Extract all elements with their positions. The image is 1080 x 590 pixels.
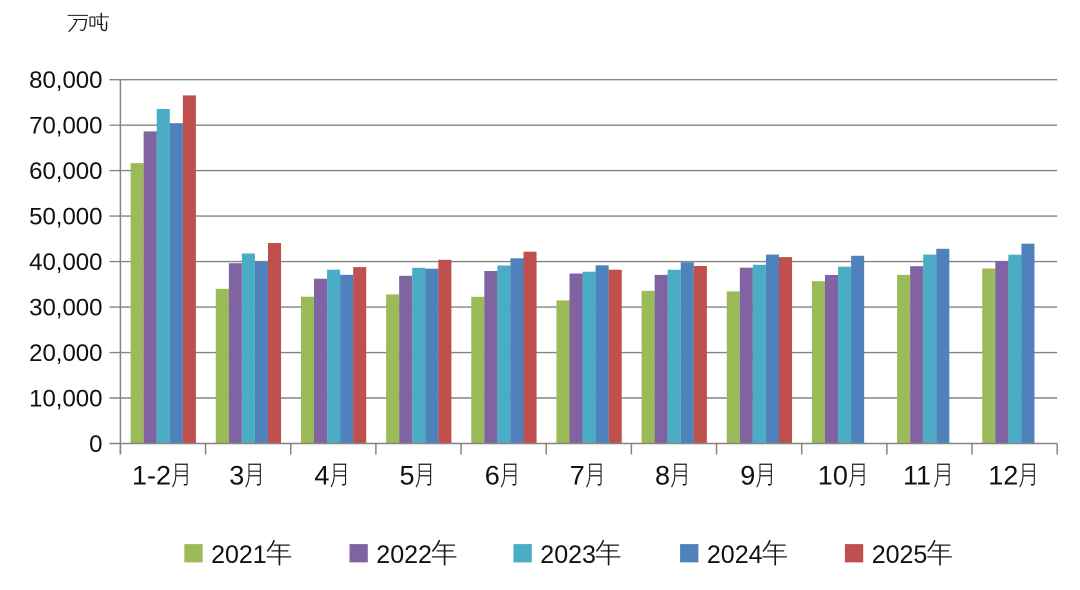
svg-text:10,000: 10,000 xyxy=(29,385,102,412)
svg-text:2025: 2025 xyxy=(872,541,928,569)
svg-text:20,000: 20,000 xyxy=(29,340,102,367)
svg-text:2021: 2021 xyxy=(211,541,267,569)
svg-text:6: 6 xyxy=(485,461,500,491)
svg-text:2022: 2022 xyxy=(376,541,432,569)
svg-text:50,000: 50,000 xyxy=(29,204,102,231)
svg-text:2024: 2024 xyxy=(707,541,763,569)
svg-text:10: 10 xyxy=(818,461,848,491)
svg-text:1-2: 1-2 xyxy=(132,461,171,491)
svg-text:0: 0 xyxy=(89,431,102,458)
svg-text:70,000: 70,000 xyxy=(29,113,102,140)
svg-text:9: 9 xyxy=(740,461,755,491)
svg-text:3: 3 xyxy=(229,461,244,491)
svg-text:11: 11 xyxy=(903,461,931,491)
svg-text:12: 12 xyxy=(988,461,1018,491)
svg-text:8: 8 xyxy=(655,461,670,491)
svg-text:5: 5 xyxy=(400,461,415,491)
svg-text:60,000: 60,000 xyxy=(29,158,102,185)
svg-text:7: 7 xyxy=(570,461,585,491)
svg-text:4: 4 xyxy=(314,461,329,491)
svg-text:40,000: 40,000 xyxy=(29,249,102,276)
svg-text:80,000: 80,000 xyxy=(29,67,102,94)
svg-text:2023: 2023 xyxy=(540,541,596,569)
svg-text:30,000: 30,000 xyxy=(29,295,102,322)
